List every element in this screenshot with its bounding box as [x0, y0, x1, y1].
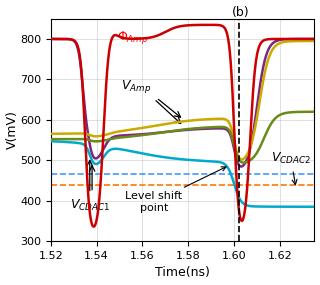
Text: $V_{Amp}$: $V_{Amp}$: [121, 78, 151, 95]
X-axis label: Time(ns): Time(ns): [155, 266, 210, 280]
Text: $V_{CDAC1}$: $V_{CDAC1}$: [70, 198, 110, 213]
Text: Level shift
point: Level shift point: [125, 167, 226, 213]
Y-axis label: V(mV): V(mV): [5, 111, 19, 149]
Text: $\Phi_{Amp}$: $\Phi_{Amp}$: [117, 29, 149, 46]
Text: (b): (b): [232, 5, 250, 19]
Text: $V_{CDAC2}$: $V_{CDAC2}$: [271, 151, 311, 185]
